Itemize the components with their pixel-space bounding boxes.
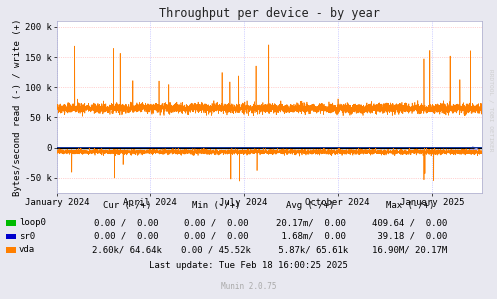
Text: 0.00 /  0.00: 0.00 / 0.00	[94, 218, 159, 227]
Text: Avg (-/+): Avg (-/+)	[286, 201, 335, 210]
Text: 16.90M/ 20.17M: 16.90M/ 20.17M	[372, 245, 448, 254]
Text: Max (-/+): Max (-/+)	[386, 201, 434, 210]
Text: Last update: Tue Feb 18 16:00:25 2025: Last update: Tue Feb 18 16:00:25 2025	[149, 261, 348, 270]
Text: Cur (-/+): Cur (-/+)	[102, 201, 151, 210]
Text: 0.00 /  0.00: 0.00 / 0.00	[94, 232, 159, 241]
Text: Munin 2.0.75: Munin 2.0.75	[221, 283, 276, 292]
Text: 20.17m/  0.00: 20.17m/ 0.00	[276, 218, 345, 227]
Y-axis label: Bytes/second read (-) / write (+): Bytes/second read (-) / write (+)	[13, 18, 22, 196]
Text: 2.60k/ 64.64k: 2.60k/ 64.64k	[92, 245, 162, 254]
Text: vda: vda	[19, 245, 35, 254]
Text: 409.64 /  0.00: 409.64 / 0.00	[372, 218, 448, 227]
Text: loop0: loop0	[19, 218, 46, 227]
Text: 5.87k/ 65.61k: 5.87k/ 65.61k	[273, 245, 348, 254]
Text: sr0: sr0	[19, 232, 35, 241]
Text: 1.68m/  0.00: 1.68m/ 0.00	[276, 232, 345, 241]
Text: RRDTOOL / TOBI OETIKER: RRDTOOL / TOBI OETIKER	[489, 69, 494, 152]
Text: 0.00 /  0.00: 0.00 / 0.00	[184, 218, 248, 227]
Text: 0.00 / 45.52k: 0.00 / 45.52k	[181, 245, 251, 254]
Text: Min (-/+): Min (-/+)	[192, 201, 241, 210]
Text: 39.18 /  0.00: 39.18 / 0.00	[372, 232, 448, 241]
Title: Throughput per device - by year: Throughput per device - by year	[159, 7, 380, 20]
Text: 0.00 /  0.00: 0.00 / 0.00	[184, 232, 248, 241]
